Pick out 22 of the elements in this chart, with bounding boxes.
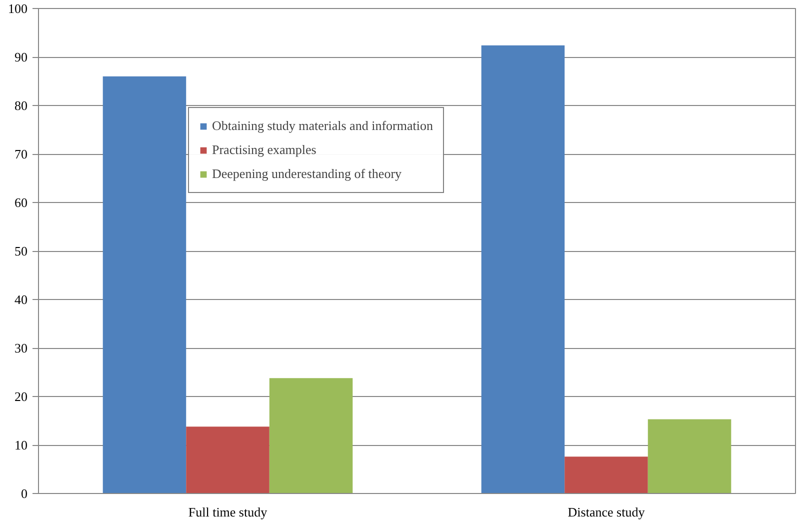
bar [564,456,648,494]
x-tick-label: Full time study [188,504,268,520]
y-tick-label: 30 [14,340,28,356]
y-tick-label: 60 [14,195,28,210]
x-tick-label: Distance study [568,504,646,520]
bar [648,419,732,494]
bar [186,426,270,494]
y-tick-label: 100 [8,1,28,16]
bar [102,76,186,494]
y-tick-label: 70 [14,146,28,162]
y-tick-label: 50 [14,244,28,258]
y-tick-label: 20 [14,389,28,404]
y-tick-label: 80 [14,98,28,113]
y-tick-label: 40 [14,292,28,307]
y-tick-label: 10 [14,438,28,452]
bar [481,45,565,494]
y-tick-label: 90 [14,50,28,64]
legend-label: Practising examples [212,142,316,158]
legend-label: Obtaining study materials and information [212,118,433,134]
y-tick-label: 0 [21,486,28,501]
legend-label: Deepening underestanding of theory [212,166,402,182]
bar [269,378,353,494]
